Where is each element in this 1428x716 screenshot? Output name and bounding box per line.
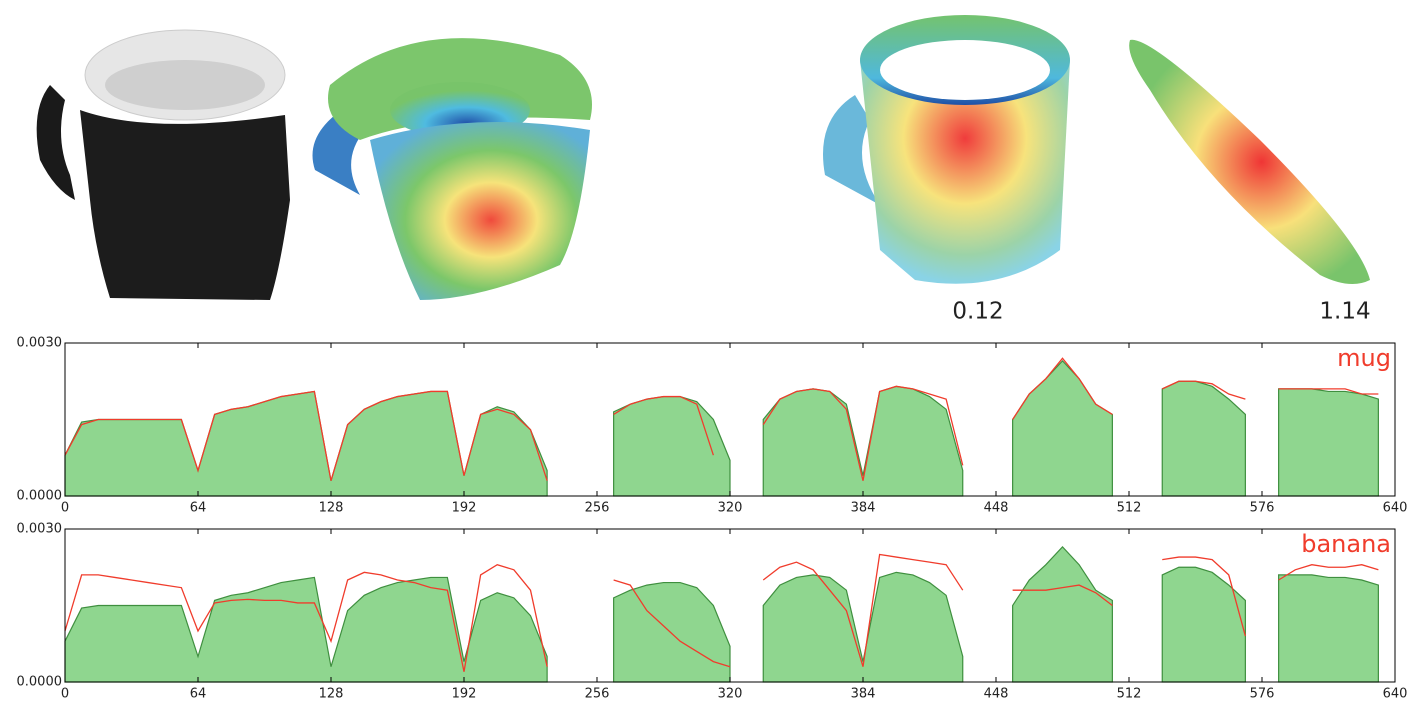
point-cloud-cylinder [823, 15, 1070, 284]
point-cloud-colored-mug [312, 38, 592, 300]
x-tick-label: 640 [1383, 687, 1408, 702]
x-tick-label: 448 [984, 687, 1009, 702]
y-tick-label: 0.0030 [17, 522, 63, 537]
line [64, 357, 1379, 481]
x-tick-label: 576 [1250, 501, 1275, 516]
x-tick-label: 384 [851, 501, 876, 516]
x-tick-label: 512 [1117, 687, 1142, 702]
x-tick-label: 128 [319, 501, 344, 516]
score-label: 0.12 [952, 299, 1003, 325]
point-cloud-banana [1129, 39, 1370, 284]
x-tick-label: 0 [61, 687, 69, 702]
x-tick-label: 128 [319, 687, 344, 702]
score-label: 1.14 [1319, 299, 1370, 325]
y-tick-label: 0.0000 [17, 675, 63, 690]
x-tick-label: 512 [1117, 501, 1142, 516]
chart-label: banana [1301, 530, 1391, 558]
chart-label: mug [1337, 344, 1391, 372]
x-tick-label: 448 [984, 501, 1009, 516]
x-tick-label: 64 [190, 687, 207, 702]
x-tick-label: 256 [585, 501, 610, 516]
x-tick-label: 256 [585, 687, 610, 702]
area [64, 545, 1379, 683]
x-tick-label: 384 [851, 687, 876, 702]
x-tick-label: 320 [718, 501, 743, 516]
y-tick-label: 0.0000 [17, 489, 63, 504]
x-tick-label: 64 [190, 501, 207, 516]
x-tick-label: 192 [452, 687, 477, 702]
x-tick-label: 576 [1250, 687, 1275, 702]
point-cloud-black-mug [36, 29, 290, 300]
x-tick-label: 640 [1383, 501, 1408, 516]
x-tick-label: 320 [718, 687, 743, 702]
y-tick-label: 0.0030 [17, 336, 63, 351]
x-tick-label: 0 [61, 501, 69, 516]
line [64, 553, 1379, 672]
x-tick-label: 192 [452, 501, 477, 516]
